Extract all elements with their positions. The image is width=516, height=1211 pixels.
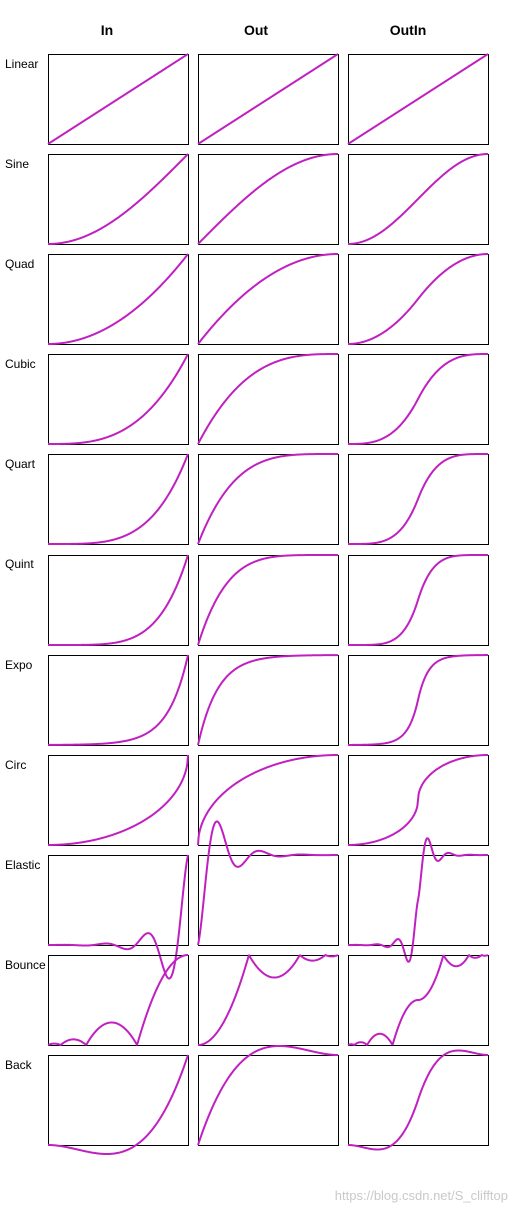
curve-quint-in <box>47 554 189 646</box>
plot-frame-back-out <box>198 1055 339 1146</box>
row-label-quad: Quad <box>5 257 35 271</box>
curve-quint-out <box>197 554 339 646</box>
curve-elastic-in <box>47 854 189 980</box>
curve-cubic-in <box>47 353 189 445</box>
curve-sine-out <box>197 153 339 245</box>
curve-circ-in <box>47 754 189 846</box>
plot-frame-quint-out <box>198 555 339 646</box>
row-label-quart: Quart <box>5 457 36 471</box>
curve-linear-outin <box>347 53 489 145</box>
curve-quad-in <box>47 253 189 345</box>
row-label-sine: Sine <box>5 157 30 171</box>
curve-sine-outin <box>347 153 489 245</box>
plot-frame-sine-out <box>198 154 339 245</box>
plot-frame-elastic-out <box>198 855 339 946</box>
plot-frame-bounce-out <box>198 955 339 1046</box>
plot-frame-quint-outin <box>348 555 489 646</box>
column-header-outin: OutIn <box>389 22 427 38</box>
curve-quart-in <box>47 453 189 545</box>
plot-frame-circ-out <box>198 755 339 846</box>
curve-quad-outin <box>347 253 489 345</box>
curve-bounce-out <box>197 954 339 1046</box>
plot-frame-quart-in <box>48 454 189 545</box>
column-header-out: Out <box>243 22 269 38</box>
curve-back-in <box>47 1054 189 1155</box>
curve-cubic-outin <box>347 353 489 445</box>
plot-frame-quad-in <box>48 254 189 345</box>
curve-expo-outin <box>347 654 489 746</box>
plot-frame-elastic-outin <box>348 855 489 946</box>
row-label-elastic: Elastic <box>5 858 41 872</box>
curve-linear-in <box>47 53 189 145</box>
column-header-in: In <box>100 22 114 38</box>
curve-quint-outin <box>347 554 489 646</box>
plot-frame-linear-out <box>198 54 339 145</box>
plot-frame-expo-in <box>48 655 189 746</box>
curve-circ-outin <box>347 754 489 846</box>
curve-expo-out <box>197 654 339 746</box>
curve-quart-out <box>197 453 339 545</box>
plot-frame-quad-out <box>198 254 339 345</box>
curve-bounce-in <box>47 954 189 1046</box>
plot-frame-back-in <box>48 1055 189 1146</box>
plot-frame-linear-in <box>48 54 189 145</box>
plot-frame-linear-outin <box>348 54 489 145</box>
plot-frame-bounce-outin <box>348 955 489 1046</box>
curve-back-out <box>197 1045 339 1146</box>
plot-frame-cubic-in <box>48 354 189 445</box>
row-label-expo: Expo <box>5 658 33 672</box>
curve-elastic-out <box>197 820 339 946</box>
row-label-quint: Quint <box>5 557 34 571</box>
plot-frame-back-outin <box>348 1055 489 1146</box>
row-label-bounce: Bounce <box>5 958 46 972</box>
plot-frame-quint-in <box>48 555 189 646</box>
plot-frame-elastic-in <box>48 855 189 946</box>
plot-frame-cubic-outin <box>348 354 489 445</box>
watermark-text: https://blog.csdn.net/S_clifftop <box>334 1188 508 1203</box>
curve-expo-in <box>47 654 189 746</box>
curve-bounce-outin <box>347 954 489 1046</box>
plot-frame-sine-outin <box>348 154 489 245</box>
curve-cubic-out <box>197 353 339 445</box>
row-label-linear: Linear <box>5 57 39 71</box>
plot-frame-bounce-in <box>48 955 189 1046</box>
curve-linear-out <box>197 53 339 145</box>
plot-frame-quad-outin <box>348 254 489 345</box>
plot-frame-quart-outin <box>348 454 489 545</box>
plot-frame-circ-in <box>48 755 189 846</box>
plot-frame-sine-in <box>48 154 189 245</box>
row-label-cubic: Cubic <box>5 357 36 371</box>
plot-frame-expo-out <box>198 655 339 746</box>
plot-frame-expo-outin <box>348 655 489 746</box>
plot-frame-circ-outin <box>348 755 489 846</box>
curve-sine-in <box>47 153 189 245</box>
plot-frame-quart-out <box>198 454 339 545</box>
plot-frame-cubic-out <box>198 354 339 445</box>
curve-circ-out <box>197 754 339 846</box>
row-label-circ: Circ <box>5 758 27 772</box>
curve-back-outin <box>347 1049 489 1151</box>
row-label-back: Back <box>5 1058 32 1072</box>
curve-elastic-outin <box>347 837 489 963</box>
curve-quad-out <box>197 253 339 345</box>
curve-quart-outin <box>347 453 489 545</box>
